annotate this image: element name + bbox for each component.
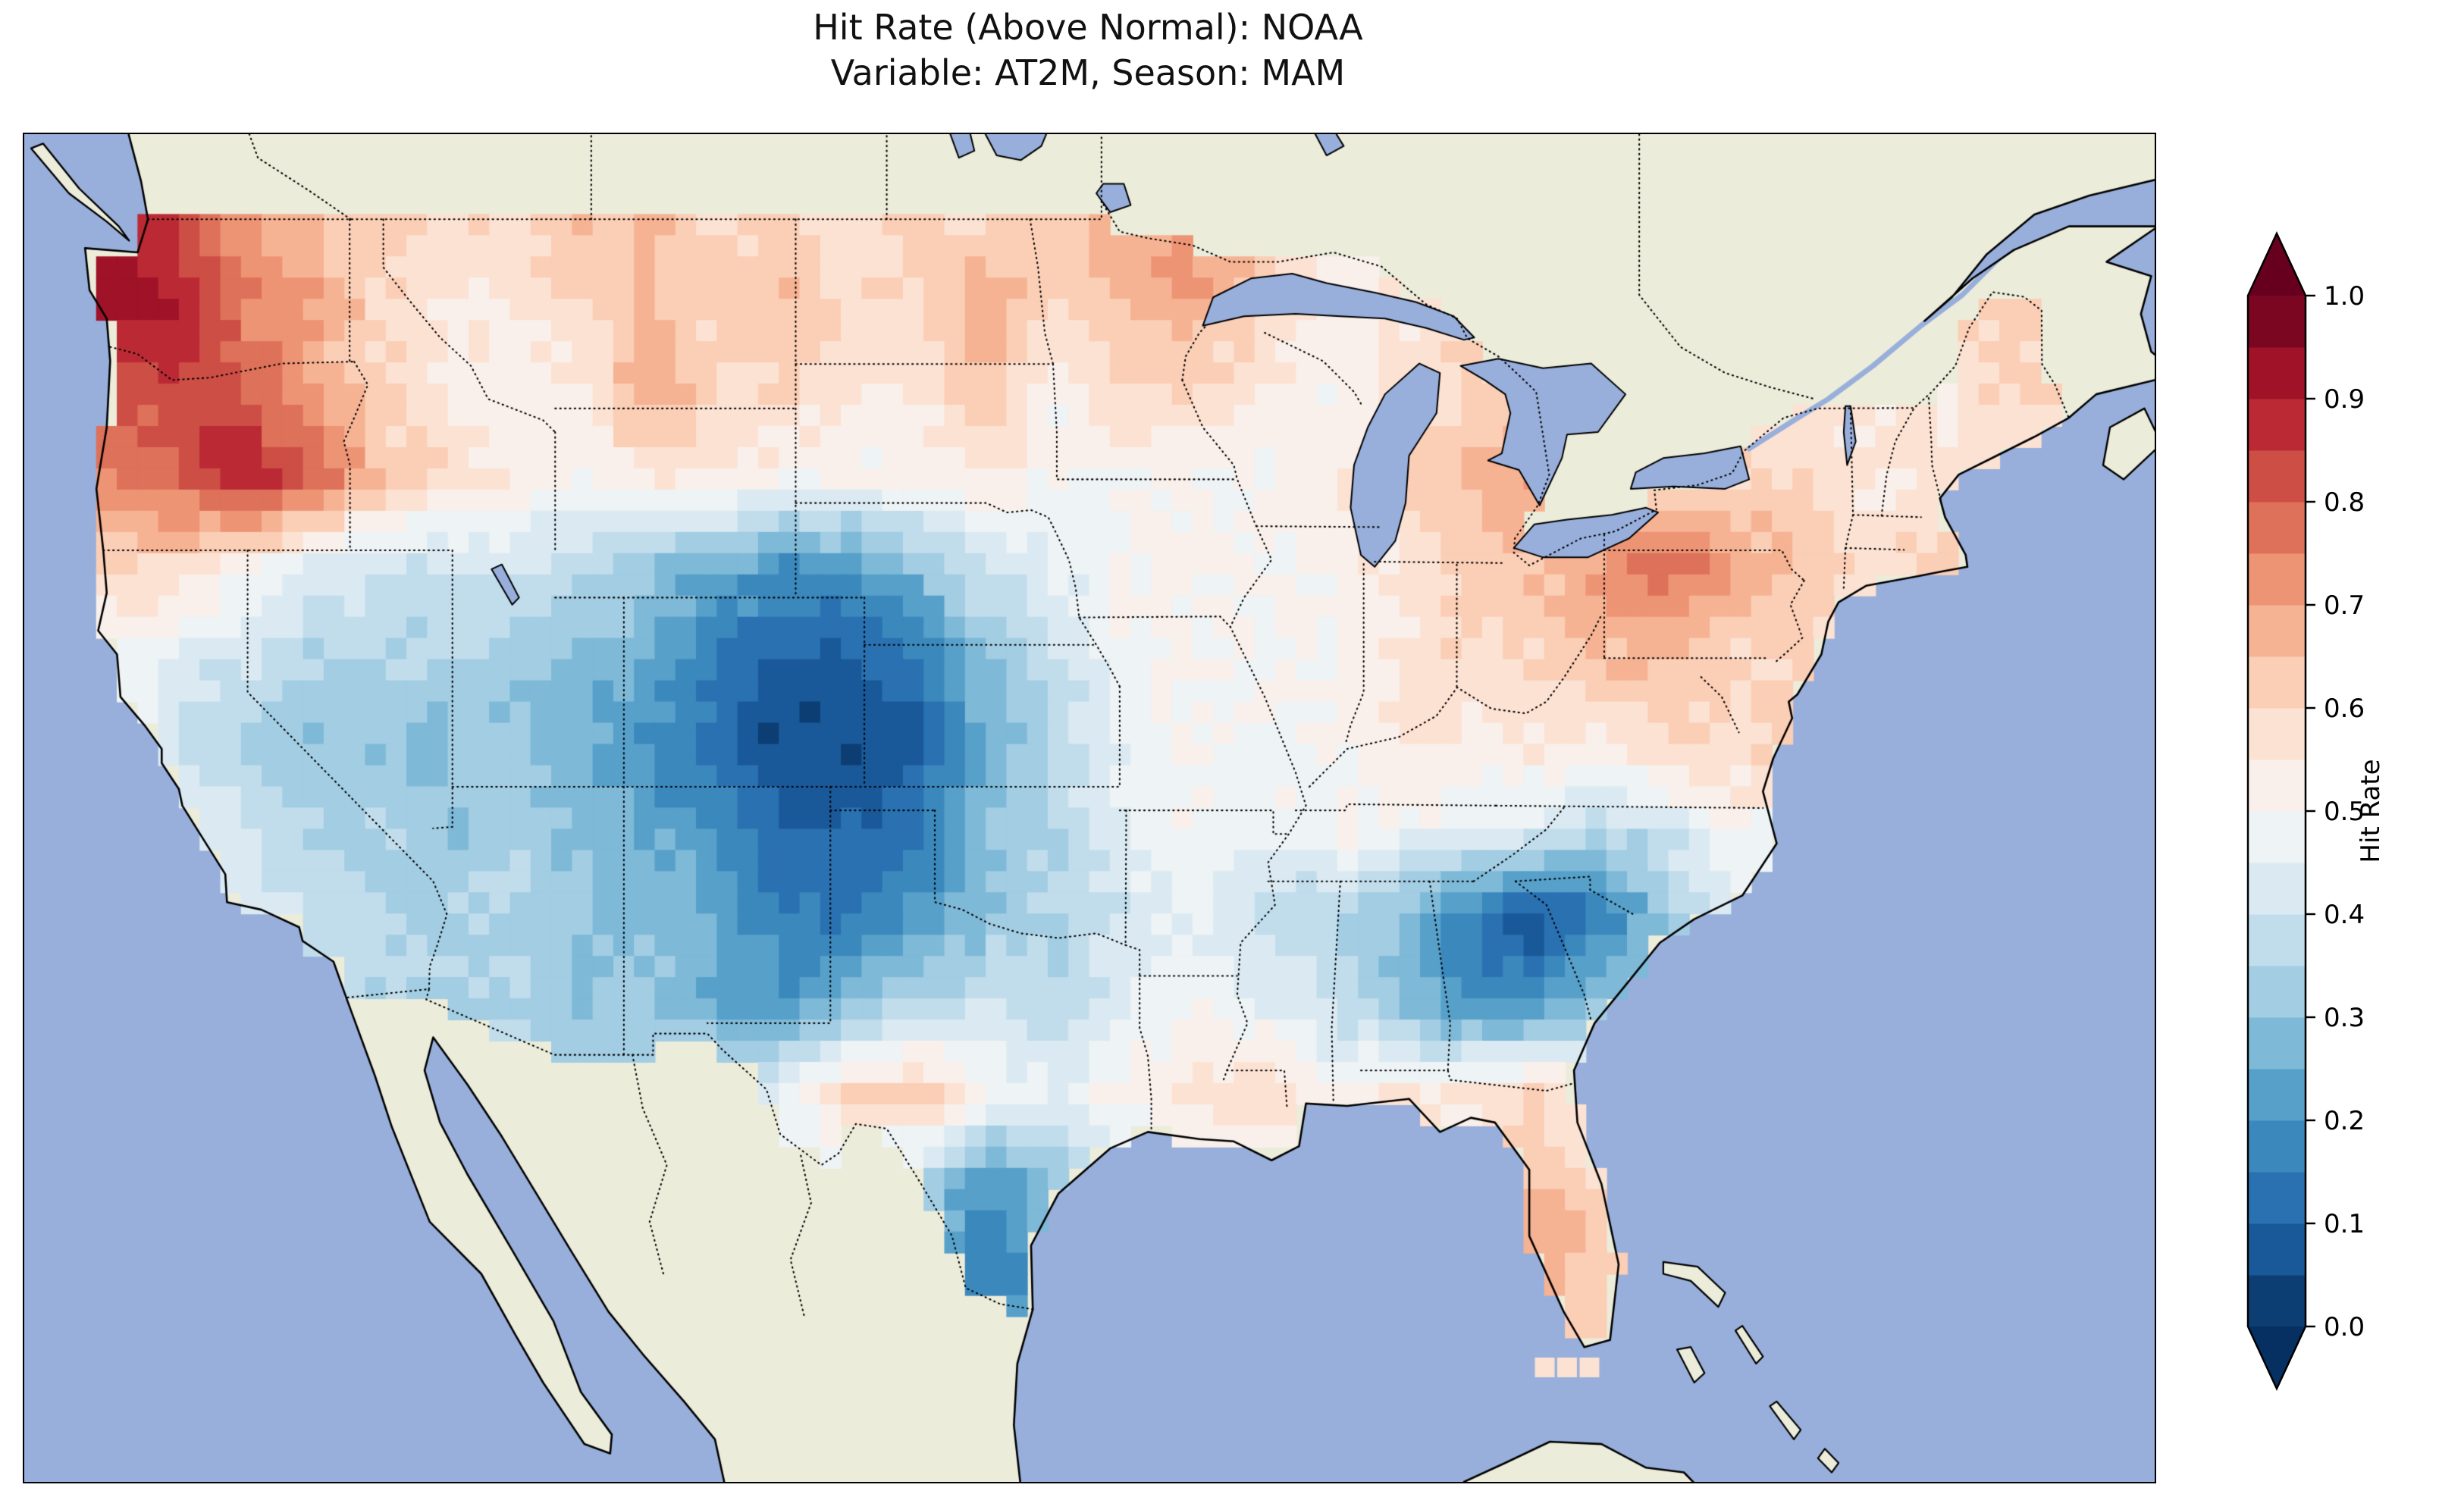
colorbar-tick-label: 0.9 — [2324, 384, 2365, 415]
colorbar-tick-label: 0.2 — [2324, 1106, 2365, 1136]
colorbar-tick-label: 1.0 — [2324, 281, 2365, 312]
colorbar-band — [2248, 296, 2306, 348]
colorbar-tick-label: 0.4 — [2324, 900, 2365, 930]
colorbar-band — [2248, 1223, 2306, 1276]
colorbar-tick-label: 0.3 — [2324, 1003, 2365, 1033]
colorbar-band — [2248, 1172, 2306, 1224]
map-frame — [23, 133, 2156, 1483]
colorbar-label: Hit Rate — [2356, 759, 2386, 863]
colorbar-band — [2248, 502, 2306, 554]
colorbar-band — [2248, 1120, 2306, 1173]
chart-title: Hit Rate (Above Normal): NOAA Variable: … — [23, 5, 2153, 96]
colorbar-band — [2248, 708, 2306, 760]
colorbar-band — [2248, 863, 2306, 915]
colorbar-band — [2248, 1017, 2306, 1070]
colorbar-tick-label: 0.8 — [2324, 487, 2365, 518]
colorbar-band — [2248, 760, 2306, 812]
colorbar-tick-label: 0.0 — [2324, 1312, 2365, 1342]
colorbar-band — [2248, 399, 2306, 451]
colorbar-band — [2248, 1275, 2306, 1327]
colorbar-band — [2248, 347, 2306, 399]
colorbar-band — [2248, 966, 2306, 1018]
colorbar-extend-max — [2248, 233, 2306, 296]
chart-title-line2: Variable: AT2M, Season: MAM — [830, 52, 1346, 93]
colorbar-band — [2248, 1069, 2306, 1121]
colorbar-band — [2248, 605, 2306, 657]
colorbar-band — [2248, 914, 2306, 966]
colorbar-tick-label: 0.5 — [2324, 797, 2365, 827]
colorbar-band — [2248, 553, 2306, 606]
colorbar-band — [2248, 450, 2306, 503]
colorbar-band — [2248, 656, 2306, 709]
colorbar-tick-label: 0.7 — [2324, 590, 2365, 621]
colorbar-extend-min — [2248, 1326, 2306, 1389]
colorbar-tick-label: 0.6 — [2324, 694, 2365, 724]
us-hit-rate-map — [24, 134, 2155, 1482]
chart-title-line1: Hit Rate (Above Normal): NOAA — [813, 7, 1363, 48]
colorbar-band — [2248, 811, 2306, 863]
colorbar: Hit Rate 0.0 0.1 0.2 0.3 0.4 0.5 0.6 0.7 0.8 0.9 1… — [2246, 231, 2386, 1391]
colorbar-tick-label: 0.1 — [2324, 1209, 2365, 1239]
